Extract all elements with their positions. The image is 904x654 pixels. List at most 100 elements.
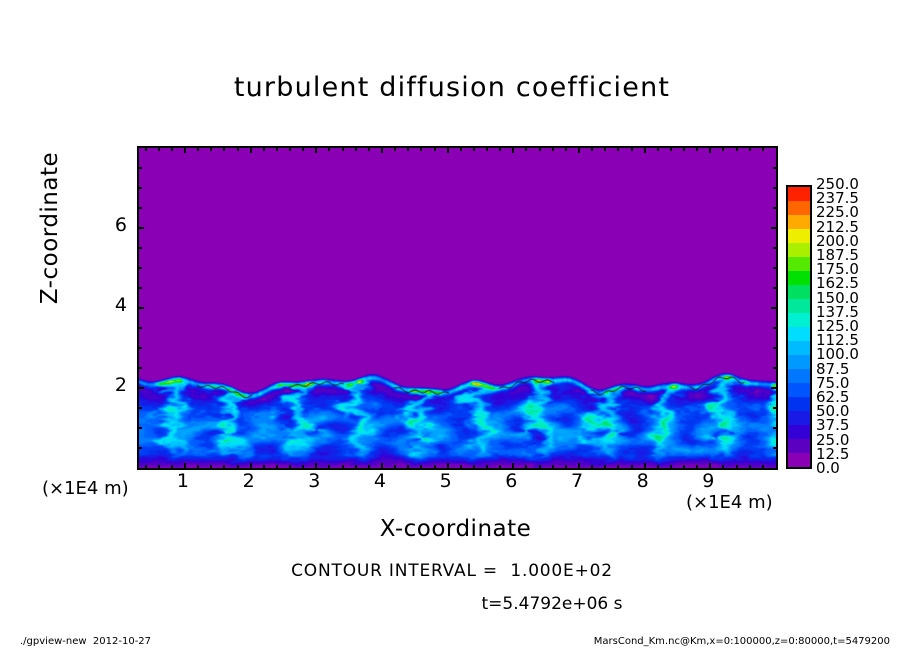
axis-tick bbox=[433, 465, 436, 468]
turbulence-field-heatmap bbox=[139, 148, 776, 468]
axis-tick bbox=[139, 407, 142, 409]
axis-tick bbox=[656, 148, 659, 151]
axis-tick bbox=[630, 465, 633, 468]
x-tick-label: 4 bbox=[373, 470, 387, 492]
axis-tick bbox=[709, 148, 712, 153]
colorbar-band bbox=[788, 453, 810, 467]
axis-tick bbox=[604, 148, 607, 151]
axis-tick bbox=[773, 247, 776, 249]
axis-tick bbox=[394, 148, 397, 151]
axis-tick bbox=[275, 465, 278, 468]
axis-tick bbox=[139, 187, 142, 189]
axis-tick bbox=[262, 465, 265, 468]
colorbar: 0.0 12.5 25.0 37.5 50.0 62.5 75.0 87.5 100.0 112.… bbox=[786, 177, 859, 476]
axis-tick bbox=[249, 463, 252, 468]
colorbar-band bbox=[788, 229, 810, 243]
axis-tick bbox=[420, 465, 423, 468]
axis-tick bbox=[538, 148, 541, 151]
axis-tick bbox=[315, 463, 318, 468]
axis-tick bbox=[139, 367, 142, 369]
axis-tick bbox=[157, 465, 160, 468]
axis-tick bbox=[643, 463, 646, 468]
colorbar-band bbox=[788, 439, 810, 453]
axis-tick bbox=[197, 148, 200, 151]
axis-tick bbox=[289, 465, 292, 468]
axis-tick bbox=[183, 148, 186, 153]
colorbar-band bbox=[788, 411, 810, 425]
colorbar-band bbox=[788, 383, 810, 397]
axis-tick bbox=[144, 465, 147, 468]
axis-tick bbox=[551, 148, 554, 151]
axis-tick bbox=[139, 327, 142, 329]
colorbar-band bbox=[788, 299, 810, 313]
x-unit-label-right: (×1E4 m) bbox=[686, 492, 773, 513]
axis-tick bbox=[446, 148, 449, 153]
axis-tick bbox=[210, 465, 213, 468]
colorbar-tick-label: 112.5 bbox=[816, 331, 859, 350]
axis-tick bbox=[328, 148, 331, 151]
colorbar-tick-label: 150.0 bbox=[816, 288, 859, 307]
axis-tick bbox=[139, 167, 142, 169]
colorbar-tick-label: 0.0 bbox=[816, 459, 840, 477]
colorbar-band bbox=[788, 201, 810, 215]
axis-tick bbox=[275, 148, 278, 151]
axis-tick bbox=[139, 287, 142, 289]
axis-tick bbox=[591, 465, 594, 468]
axis-tick bbox=[236, 148, 239, 151]
axis-tick bbox=[157, 148, 160, 151]
axis-tick bbox=[223, 148, 226, 151]
axis-tick bbox=[446, 463, 449, 468]
axis-tick bbox=[696, 148, 699, 151]
colorbar-tick-labels: 0.0 12.5 25.0 37.5 50.0 62.5 75.0 87.5 100.0 112.… bbox=[816, 177, 886, 476]
axis-tick bbox=[773, 207, 776, 209]
footer-source-label: MarsCond_Km.nc@Km,x=0:100000,z=0:80000,t… bbox=[593, 636, 890, 647]
axis-tick bbox=[249, 148, 252, 153]
axis-tick bbox=[407, 465, 410, 468]
axis-tick bbox=[262, 148, 265, 151]
colorbar-tick-label: 75.0 bbox=[816, 373, 850, 392]
axis-tick bbox=[236, 465, 239, 468]
axis-tick bbox=[139, 307, 144, 309]
axis-tick bbox=[302, 148, 305, 151]
axis-tick bbox=[499, 465, 502, 468]
colorbar-band bbox=[788, 355, 810, 369]
axis-tick bbox=[773, 267, 776, 269]
axis-tick bbox=[617, 465, 620, 468]
y-axis-title: Z-coordinate bbox=[37, 151, 63, 305]
axis-tick bbox=[735, 148, 738, 151]
axis-tick bbox=[722, 465, 725, 468]
axis-tick bbox=[367, 465, 370, 468]
axis-tick bbox=[771, 227, 776, 229]
colorbar-tick-label: 200.0 bbox=[816, 231, 859, 250]
axis-tick bbox=[472, 148, 475, 151]
colorbar-band bbox=[788, 313, 810, 327]
colorbar-tick-label: 12.5 bbox=[816, 444, 850, 463]
axis-tick bbox=[197, 465, 200, 468]
x-unit-label-left: (×1E4 m) bbox=[42, 478, 129, 499]
axis-tick bbox=[144, 148, 147, 151]
colorbar-tick-label: 87.5 bbox=[816, 359, 850, 378]
axis-tick bbox=[433, 148, 436, 151]
x-axis-title: X-coordinate bbox=[379, 516, 532, 542]
axis-tick bbox=[328, 465, 331, 468]
axis-tick bbox=[577, 463, 580, 468]
axis-tick bbox=[591, 148, 594, 151]
axis-tick bbox=[551, 465, 554, 468]
axis-tick bbox=[722, 148, 725, 151]
colorbar-tick-label: 50.0 bbox=[816, 402, 850, 421]
axis-tick bbox=[709, 463, 712, 468]
colorbar-tick-label: 187.5 bbox=[816, 246, 859, 264]
colorbar-band bbox=[788, 271, 810, 285]
axis-tick bbox=[183, 463, 186, 468]
colorbar-tick-label: 100.0 bbox=[816, 345, 859, 364]
axis-tick bbox=[669, 465, 672, 468]
axis-tick bbox=[170, 465, 173, 468]
axis-tick bbox=[139, 387, 144, 389]
x-tick-label: 7 bbox=[570, 470, 584, 492]
axis-tick bbox=[367, 148, 370, 151]
x-tick-label: 8 bbox=[636, 470, 649, 492]
axis-tick bbox=[669, 148, 672, 151]
axis-tick bbox=[139, 427, 142, 429]
colorbar-tick-label: 212.5 bbox=[816, 217, 859, 236]
axis-tick bbox=[315, 148, 318, 153]
